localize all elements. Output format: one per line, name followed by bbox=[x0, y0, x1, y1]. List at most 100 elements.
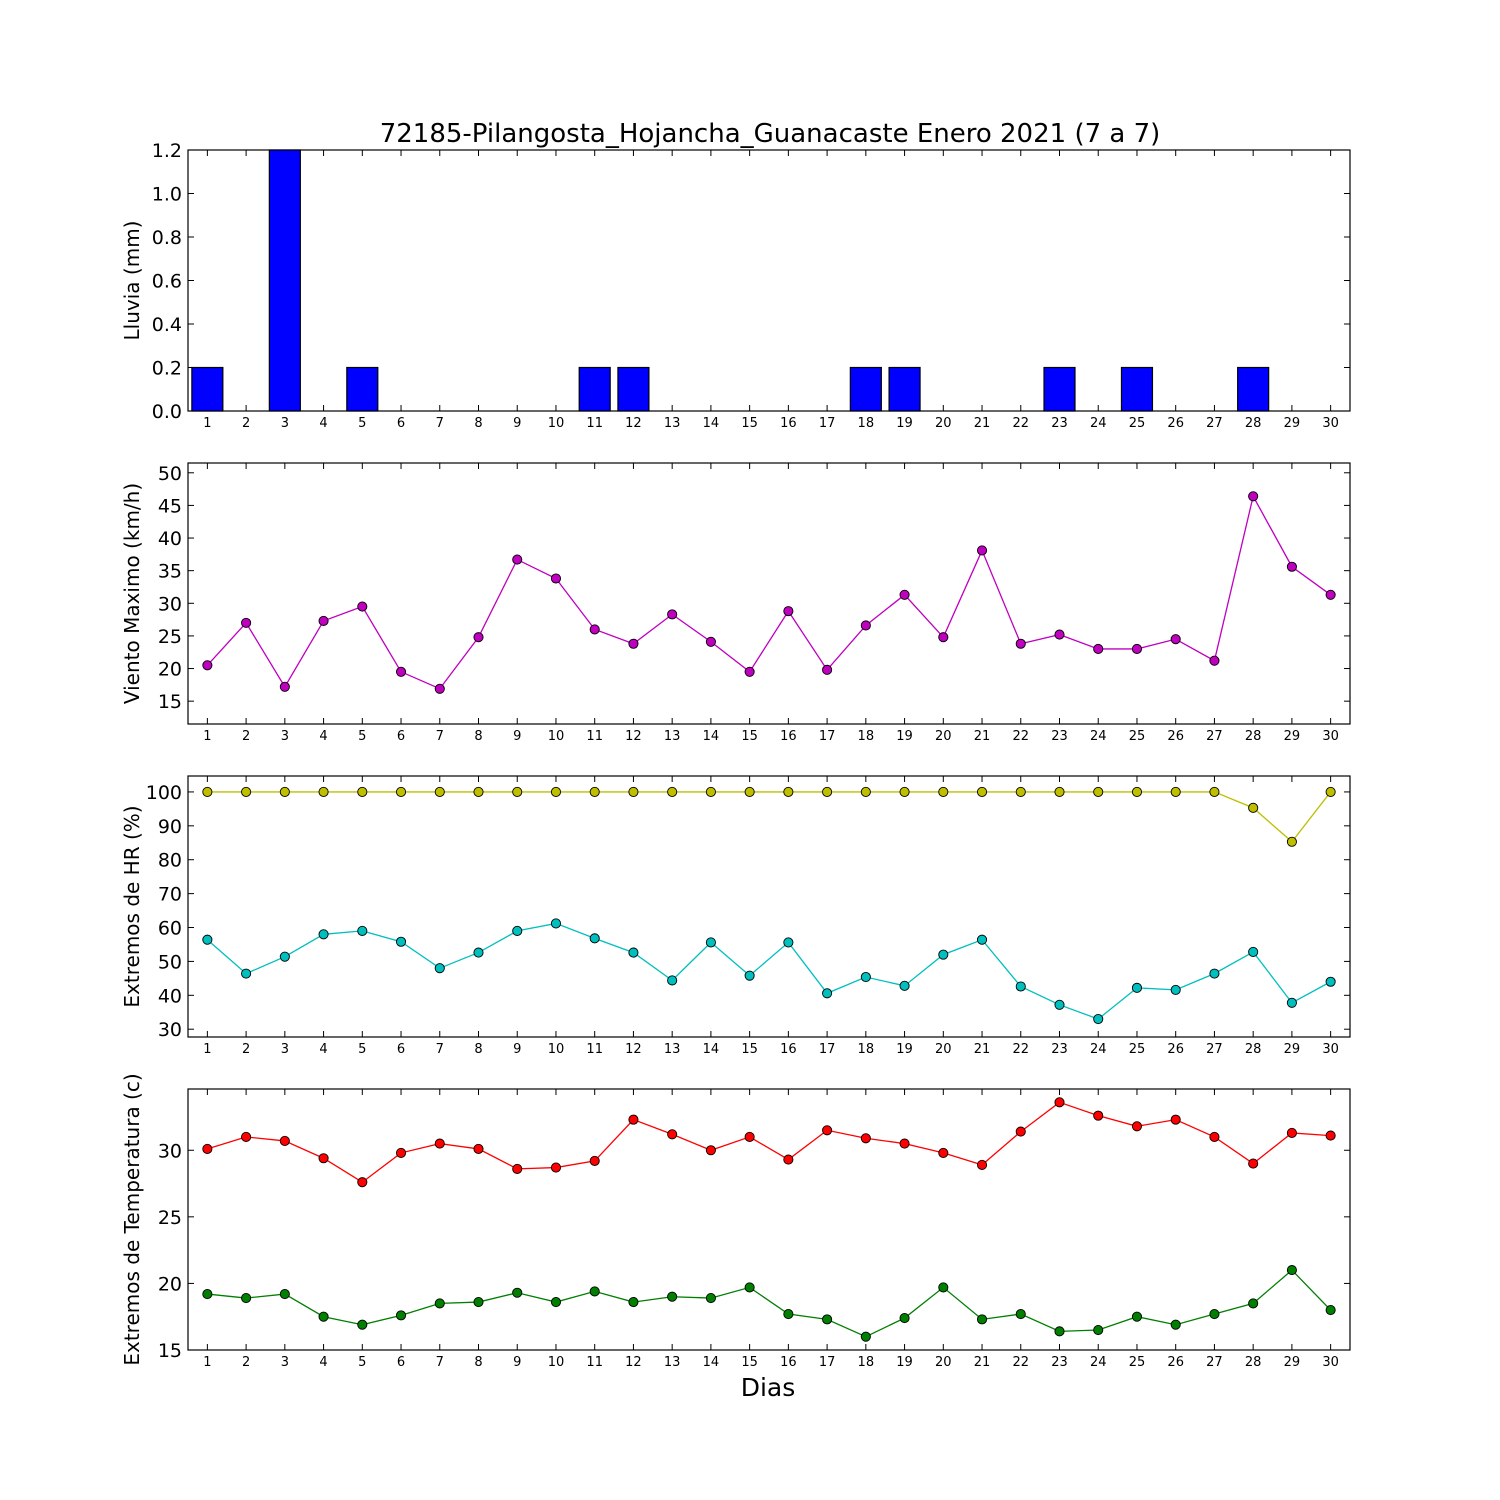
x-tick-label: 13 bbox=[664, 416, 681, 431]
series-1-point-day-9 bbox=[512, 1163, 523, 1174]
series-1-point-day-7 bbox=[434, 786, 445, 797]
series-1-point-day-21 bbox=[976, 545, 988, 556]
x-tick-label: 17 bbox=[819, 1042, 836, 1057]
x-tick-label: 29 bbox=[1284, 1042, 1301, 1057]
bar-day-1 bbox=[191, 366, 224, 412]
series-1-point-day-1 bbox=[202, 660, 213, 671]
x-tick-label: 10 bbox=[548, 729, 565, 744]
x-tick-label: 12 bbox=[625, 416, 642, 431]
series-1-point-day-10 bbox=[550, 786, 562, 797]
series-1-line bbox=[206, 494, 1332, 690]
series-2-point-day-26 bbox=[1170, 1319, 1181, 1330]
series-2-point-day-15 bbox=[744, 1282, 755, 1293]
series-2-point-day-2 bbox=[241, 1293, 252, 1304]
x-tick-label: 27 bbox=[1206, 416, 1223, 431]
x-tick-label: 20 bbox=[935, 729, 952, 744]
x-tick-label: 5 bbox=[358, 1042, 366, 1057]
series-1-point-day-27 bbox=[1209, 655, 1220, 666]
series-2-point-day-17 bbox=[822, 988, 833, 999]
series-1-point-day-29 bbox=[1286, 1127, 1297, 1138]
x-tick-label: 8 bbox=[474, 1042, 482, 1057]
series-1-point-day-10 bbox=[550, 1162, 562, 1173]
series-1-point-day-4 bbox=[318, 786, 329, 797]
x-tick-label: 2 bbox=[242, 1042, 250, 1057]
x-tick-label: 19 bbox=[896, 1355, 913, 1370]
series-1-point-day-3 bbox=[279, 786, 290, 797]
series-1-point-day-5 bbox=[357, 601, 368, 612]
x-tick-label: 13 bbox=[664, 1355, 681, 1370]
series-1-point-day-15 bbox=[744, 1131, 755, 1142]
x-tick-label: 29 bbox=[1284, 729, 1301, 744]
x-tick-label: 21 bbox=[974, 1042, 991, 1057]
series-1-point-day-8 bbox=[473, 1143, 484, 1154]
x-tick-label: 26 bbox=[1167, 1355, 1184, 1370]
y-tick-label: 15 bbox=[158, 691, 182, 713]
x-tick-label: 16 bbox=[780, 416, 797, 431]
x-tick-label: 24 bbox=[1090, 1042, 1107, 1057]
series-1-point-day-15 bbox=[744, 666, 755, 677]
series-2-point-day-27 bbox=[1209, 968, 1220, 979]
series-2-point-day-24 bbox=[1093, 1324, 1104, 1336]
x-tick-label: 22 bbox=[1012, 1355, 1029, 1370]
series-1-point-day-24 bbox=[1093, 786, 1104, 797]
series-1-point-day-2 bbox=[241, 1131, 252, 1142]
x-tick-label: 16 bbox=[780, 1042, 797, 1057]
series-2-point-day-26 bbox=[1170, 984, 1181, 995]
x-tick-label: 22 bbox=[1012, 729, 1029, 744]
series-2-point-day-12 bbox=[628, 947, 639, 958]
x-tick-label: 20 bbox=[935, 1042, 952, 1057]
series-1-point-day-21 bbox=[976, 1159, 988, 1170]
x-tick-label: 12 bbox=[625, 1042, 642, 1057]
x-tick-label: 7 bbox=[436, 729, 444, 744]
x-tick-label: 1 bbox=[203, 416, 211, 431]
series-2-point-day-19 bbox=[899, 1312, 910, 1324]
y-axis-label: Lluvia (mm) bbox=[120, 221, 144, 341]
bar-day-12 bbox=[617, 366, 650, 412]
series-2-point-day-10 bbox=[550, 1297, 562, 1308]
x-tick-label: 27 bbox=[1206, 1355, 1223, 1370]
x-tick-label: 25 bbox=[1129, 1042, 1146, 1057]
series-2-point-day-11 bbox=[589, 1286, 600, 1297]
y-tick-label: 35 bbox=[158, 561, 182, 583]
x-tick-label: 28 bbox=[1245, 416, 1262, 431]
series-1-point-day-30 bbox=[1325, 786, 1336, 797]
series-2-point-day-13 bbox=[667, 1291, 678, 1302]
chart-title: 72185-Pilangosta_Hojancha_Guanacaste Ene… bbox=[380, 119, 1161, 149]
y-tick-label: 80 bbox=[158, 850, 182, 872]
x-tick-label: 14 bbox=[703, 1355, 720, 1370]
series-1-point-day-5 bbox=[357, 786, 368, 797]
panel-1: 0.00.20.40.60.81.01.21 2 3 4 5 6 7 8 9 10 11 12 13 14… bbox=[120, 140, 1351, 431]
series-2-point-day-1 bbox=[202, 934, 213, 945]
y-tick-label: 25 bbox=[158, 1207, 182, 1229]
plot-frame bbox=[187, 462, 1351, 725]
series-1-point-day-22 bbox=[1015, 786, 1026, 797]
series-1-point-day-17 bbox=[822, 664, 833, 675]
series-1-point-day-9 bbox=[512, 554, 523, 565]
y-tick-label: 15 bbox=[158, 1340, 182, 1362]
x-tick-label: 14 bbox=[703, 729, 720, 744]
x-tick-label: 21 bbox=[974, 1355, 991, 1370]
x-tick-label: 4 bbox=[319, 1355, 327, 1370]
series-2-point-day-6 bbox=[395, 1310, 407, 1321]
plot-frame bbox=[187, 1088, 1351, 1351]
x-tick-label: 3 bbox=[281, 1355, 289, 1370]
x-tick-label: 5 bbox=[358, 729, 366, 744]
series-1-point-day-16 bbox=[783, 606, 794, 617]
y-tick-label: 50 bbox=[158, 951, 182, 973]
series-2-point-day-1 bbox=[202, 1289, 213, 1300]
x-tick-label: 15 bbox=[741, 1355, 758, 1370]
series-1-point-day-30 bbox=[1325, 1130, 1336, 1141]
x-tick-label: 8 bbox=[474, 416, 482, 431]
x-tick-label: 2 bbox=[242, 729, 250, 744]
x-tick-label: 27 bbox=[1206, 729, 1223, 744]
x-tick-label: 9 bbox=[513, 416, 521, 431]
y-tick-label: 40 bbox=[158, 528, 182, 550]
series-1-point-day-3 bbox=[279, 681, 290, 692]
x-tick-label: 28 bbox=[1245, 729, 1262, 744]
x-tick-label: 6 bbox=[397, 1042, 405, 1057]
series-2-point-day-22 bbox=[1015, 1308, 1026, 1320]
series-1-point-day-18 bbox=[860, 786, 871, 797]
y-tick-label: 100 bbox=[146, 782, 182, 804]
series-2-point-day-6 bbox=[395, 936, 407, 947]
